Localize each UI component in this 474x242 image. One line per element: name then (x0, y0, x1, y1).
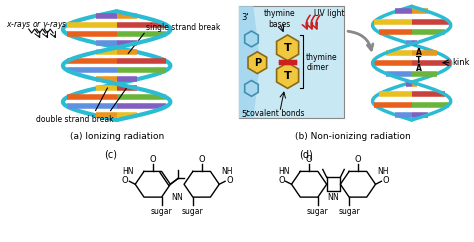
Text: covalent bonds: covalent bonds (246, 109, 304, 118)
Text: T: T (284, 70, 292, 81)
Text: N: N (172, 193, 177, 202)
Text: (d): (d) (299, 150, 313, 160)
Polygon shape (248, 52, 267, 74)
Text: O: O (226, 176, 233, 185)
Text: T: T (284, 43, 292, 53)
Text: HN: HN (122, 167, 133, 176)
Text: O: O (198, 154, 205, 164)
Text: double strand break: double strand break (36, 115, 113, 124)
Text: NH: NH (377, 167, 389, 176)
Text: N: N (176, 193, 182, 202)
Text: HN: HN (278, 167, 290, 176)
Text: NH: NH (221, 167, 233, 176)
Text: sugar: sugar (307, 207, 329, 216)
Text: O: O (383, 176, 389, 185)
Text: N: N (328, 193, 333, 202)
Text: (a) Ionizing radiation: (a) Ionizing radiation (70, 132, 164, 141)
Text: O: O (122, 176, 128, 185)
Text: sugar: sugar (338, 207, 360, 216)
Text: O: O (306, 154, 312, 164)
Text: A: A (416, 48, 421, 57)
Polygon shape (239, 6, 260, 118)
Text: 5': 5' (242, 110, 249, 119)
Text: UV light: UV light (314, 9, 345, 18)
Text: kink: kink (453, 58, 470, 67)
Text: thymine
bases: thymine bases (264, 9, 296, 29)
Text: A: A (416, 64, 421, 73)
Text: thymine
dimer: thymine dimer (306, 53, 338, 72)
Text: (b) Non-ionizing radiation: (b) Non-ionizing radiation (295, 132, 411, 141)
Polygon shape (245, 81, 258, 96)
FancyBboxPatch shape (239, 6, 344, 118)
Text: $x$-rays or $\gamma$-rays: $x$-rays or $\gamma$-rays (6, 19, 68, 31)
Polygon shape (277, 35, 299, 61)
Text: T: T (416, 56, 421, 65)
Polygon shape (245, 31, 258, 47)
Text: 3': 3' (242, 13, 249, 22)
Text: N: N (333, 193, 338, 202)
Polygon shape (277, 63, 299, 88)
Text: (c): (c) (104, 150, 117, 160)
Text: sugar: sugar (182, 207, 204, 216)
Text: O: O (149, 154, 156, 164)
Text: sugar: sugar (151, 207, 173, 216)
Text: single strand break: single strand break (146, 23, 220, 32)
Text: P: P (254, 58, 261, 68)
Text: O: O (278, 176, 285, 185)
Text: O: O (355, 154, 361, 164)
